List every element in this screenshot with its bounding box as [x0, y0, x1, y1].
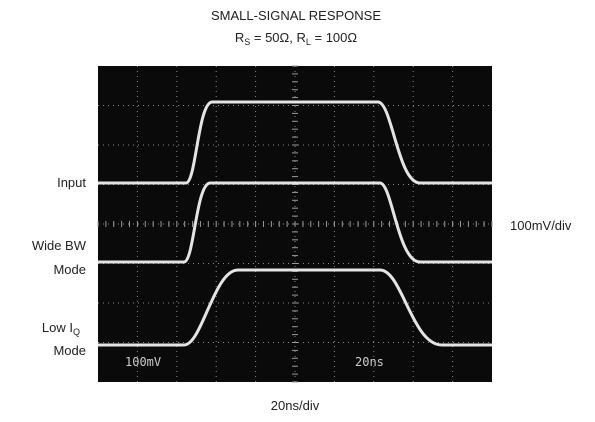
wide-bw-trace: [98, 181, 492, 264]
input-trace: [98, 100, 492, 185]
subtitle-part: = 50Ω, R: [250, 30, 306, 45]
vertical-scale: 100mV/div: [510, 218, 572, 233]
subtitle-part: = 100Ω: [311, 30, 358, 45]
screen-volts: 100mV: [125, 355, 161, 369]
horizontal-scale: 20ns/div: [271, 398, 320, 413]
low-iq-label: Low IQ: [42, 320, 80, 337]
low-iq-trace: [98, 268, 492, 347]
wide-bw-label: Wide BW: [32, 238, 87, 253]
subscript: S: [244, 37, 250, 47]
scope-screen: 100mV 20ns: [97, 65, 493, 383]
subscript: Q: [73, 327, 80, 337]
subscript: L: [306, 37, 311, 47]
low-iq-label: Mode: [53, 343, 86, 358]
subtitle-part: R: [235, 30, 244, 45]
label-part: Low I: [42, 320, 73, 335]
wide-bw-label: Mode: [53, 262, 86, 277]
input-label: Input: [57, 175, 86, 190]
screen-time: 20ns: [355, 355, 384, 369]
title: SMALL-SIGNAL RESPONSE: [211, 8, 381, 23]
subtitle: RS = 50Ω, RL = 100Ω: [235, 30, 358, 47]
